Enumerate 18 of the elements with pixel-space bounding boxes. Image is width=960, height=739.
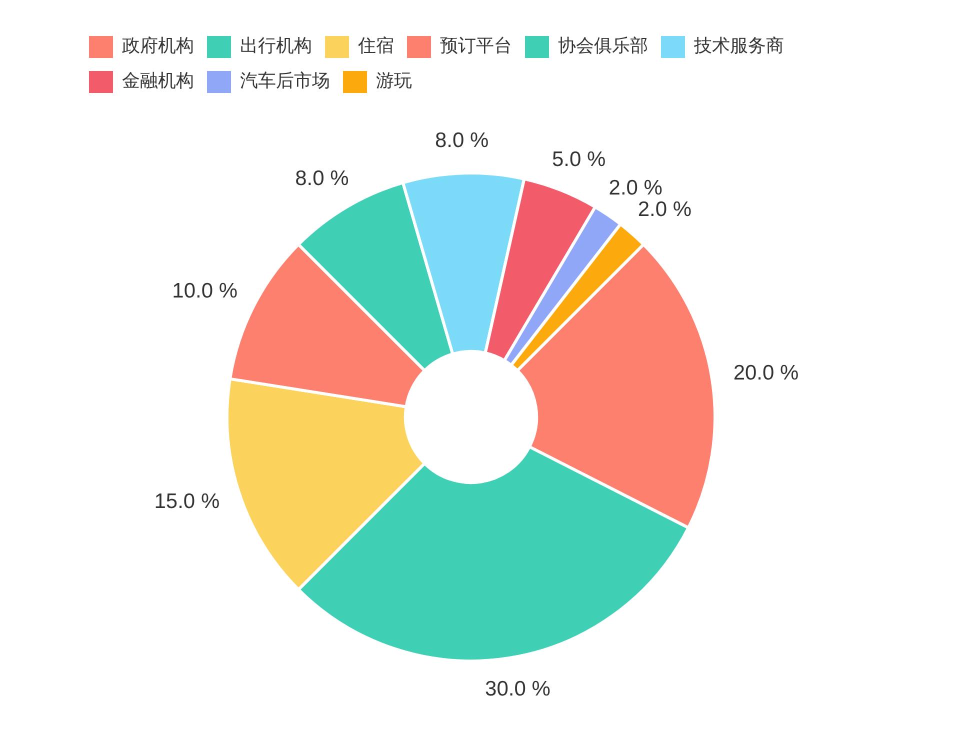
legend-label: 汽车后市场 — [240, 70, 330, 92]
legend-label: 技术服务商 — [693, 36, 784, 57]
data-label: 2.0 % — [638, 198, 692, 221]
data-label: 30.0 % — [485, 677, 550, 700]
legend-label: 政府机构 — [122, 36, 194, 57]
data-label: 20.0 % — [733, 362, 799, 385]
data-label: 8.0 % — [295, 167, 349, 190]
legend-label: 预订平台 — [440, 36, 512, 57]
data-label: 2.0 % — [608, 176, 662, 200]
data-label: 5.0 % — [552, 148, 606, 172]
legend-label: 协会俱乐部 — [558, 36, 648, 57]
data-label: 10.0 % — [172, 279, 238, 302]
data-label: 15.0 % — [154, 490, 220, 514]
data-label: 8.0 % — [434, 128, 489, 152]
legend-label: 游玩 — [376, 70, 412, 92]
legend-label: 出行机构 — [240, 36, 312, 57]
legend-label: 金融机构 — [122, 70, 194, 92]
legend-label: 住宿 — [357, 36, 394, 57]
